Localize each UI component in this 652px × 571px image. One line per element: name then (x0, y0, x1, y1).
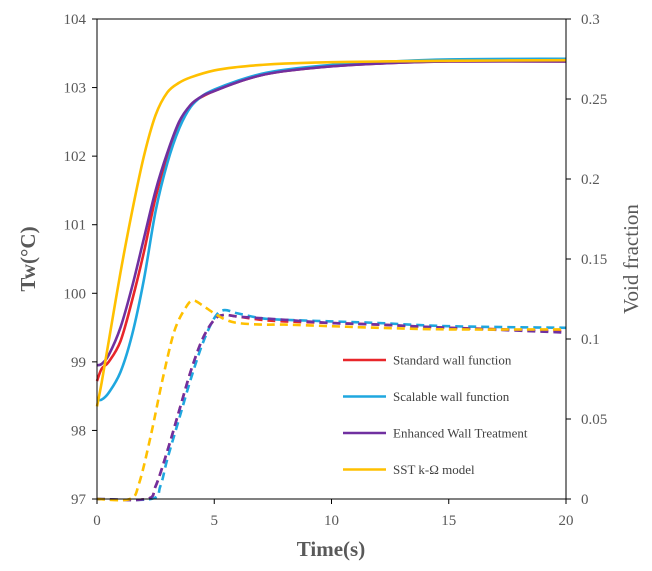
y2-tick-label: 0.15 (581, 252, 607, 268)
y2-tick-label: 0.1 (581, 332, 600, 348)
y2-tick-label: 0 (581, 492, 589, 508)
x-tick-labels: 0 5 10 15 20 (93, 513, 573, 529)
void-fraction-line-2 (96, 308, 567, 502)
y-tick-label: 100 (64, 286, 87, 302)
y2-tick-labels: 0 0.05 0.1 0.15 0.2 0.25 0.3 (581, 12, 607, 508)
y2-axis-title: Void fraction (619, 204, 643, 314)
y2-tick-label: 0.3 (581, 12, 600, 28)
plot-lines (95, 57, 567, 502)
legend-label: Enhanced Wall Treatment (393, 426, 528, 441)
y-tick-label: 98 (71, 423, 86, 439)
void-fraction-line-4 (96, 299, 567, 502)
y-tick-label: 103 (64, 81, 87, 97)
legend-label: SST k-Ω model (393, 462, 475, 477)
y-tick-label: 101 (64, 218, 87, 234)
legend-item: Enhanced Wall Treatment (343, 426, 528, 441)
wall-temperature-line-1 (95, 60, 567, 382)
legend-label: Standard wall function (393, 353, 512, 368)
y-tick-labels: 97 98 99 100 101 102 103 104 (64, 12, 87, 508)
y2-tick-label: 0.25 (581, 92, 607, 108)
wall-temperature-line-4 (95, 58, 567, 407)
wall-temperature-line-3 (96, 60, 567, 367)
y-tick-label: 99 (71, 355, 86, 371)
x-axis-title: Time(s) (297, 537, 365, 561)
x-tick-label: 0 (93, 513, 101, 529)
legend-item: Scalable wall function (343, 389, 510, 404)
y2-tick-label: 0.2 (581, 172, 600, 188)
wall-temperature-line-2 (96, 57, 567, 402)
legend-label: Scalable wall function (393, 389, 510, 404)
legend: Standard wall function Scalable wall func… (343, 353, 528, 477)
x-tick-label: 15 (441, 513, 456, 529)
y2-tick-label: 0.05 (581, 412, 607, 428)
y-axis-title: Tw(°C) (16, 226, 40, 291)
void-fraction-line-3 (96, 313, 567, 502)
tick-marks (92, 18, 571, 504)
legend-item: Standard wall function (343, 353, 512, 368)
x-tick-label: 10 (324, 513, 339, 529)
legend-item: SST k-Ω model (343, 462, 475, 477)
y-tick-label: 97 (71, 492, 87, 508)
void-fraction-line-1 (96, 313, 567, 502)
x-tick-label: 5 (211, 513, 219, 529)
y-tick-label: 104 (64, 12, 87, 28)
x-tick-label: 20 (559, 513, 574, 529)
y-tick-label: 102 (64, 149, 87, 165)
